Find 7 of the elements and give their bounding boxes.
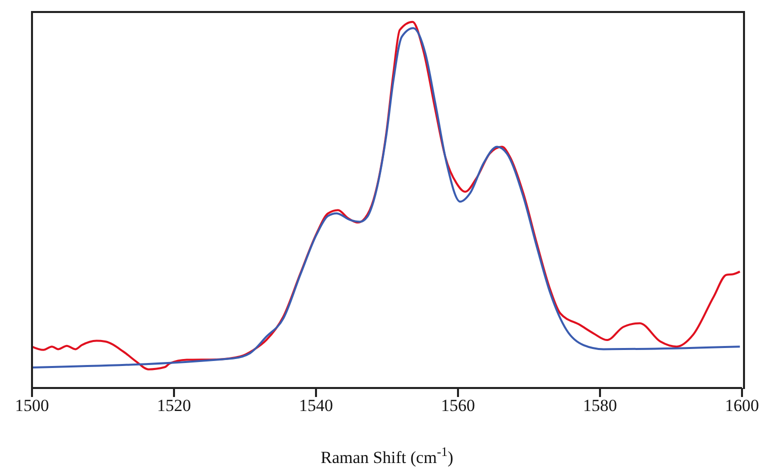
x-tick-label: 1560	[441, 396, 475, 416]
x-axis-title: Raman Shift (cm$^{-1}$)	[320, 444, 454, 467]
x-tick-label: 1500	[15, 396, 49, 416]
x-tick-label: 1580	[583, 396, 617, 416]
x-tick-label: 1520	[157, 396, 191, 416]
x-tick-label: 1540	[299, 396, 333, 416]
x-tick-label: 1600	[725, 396, 759, 416]
